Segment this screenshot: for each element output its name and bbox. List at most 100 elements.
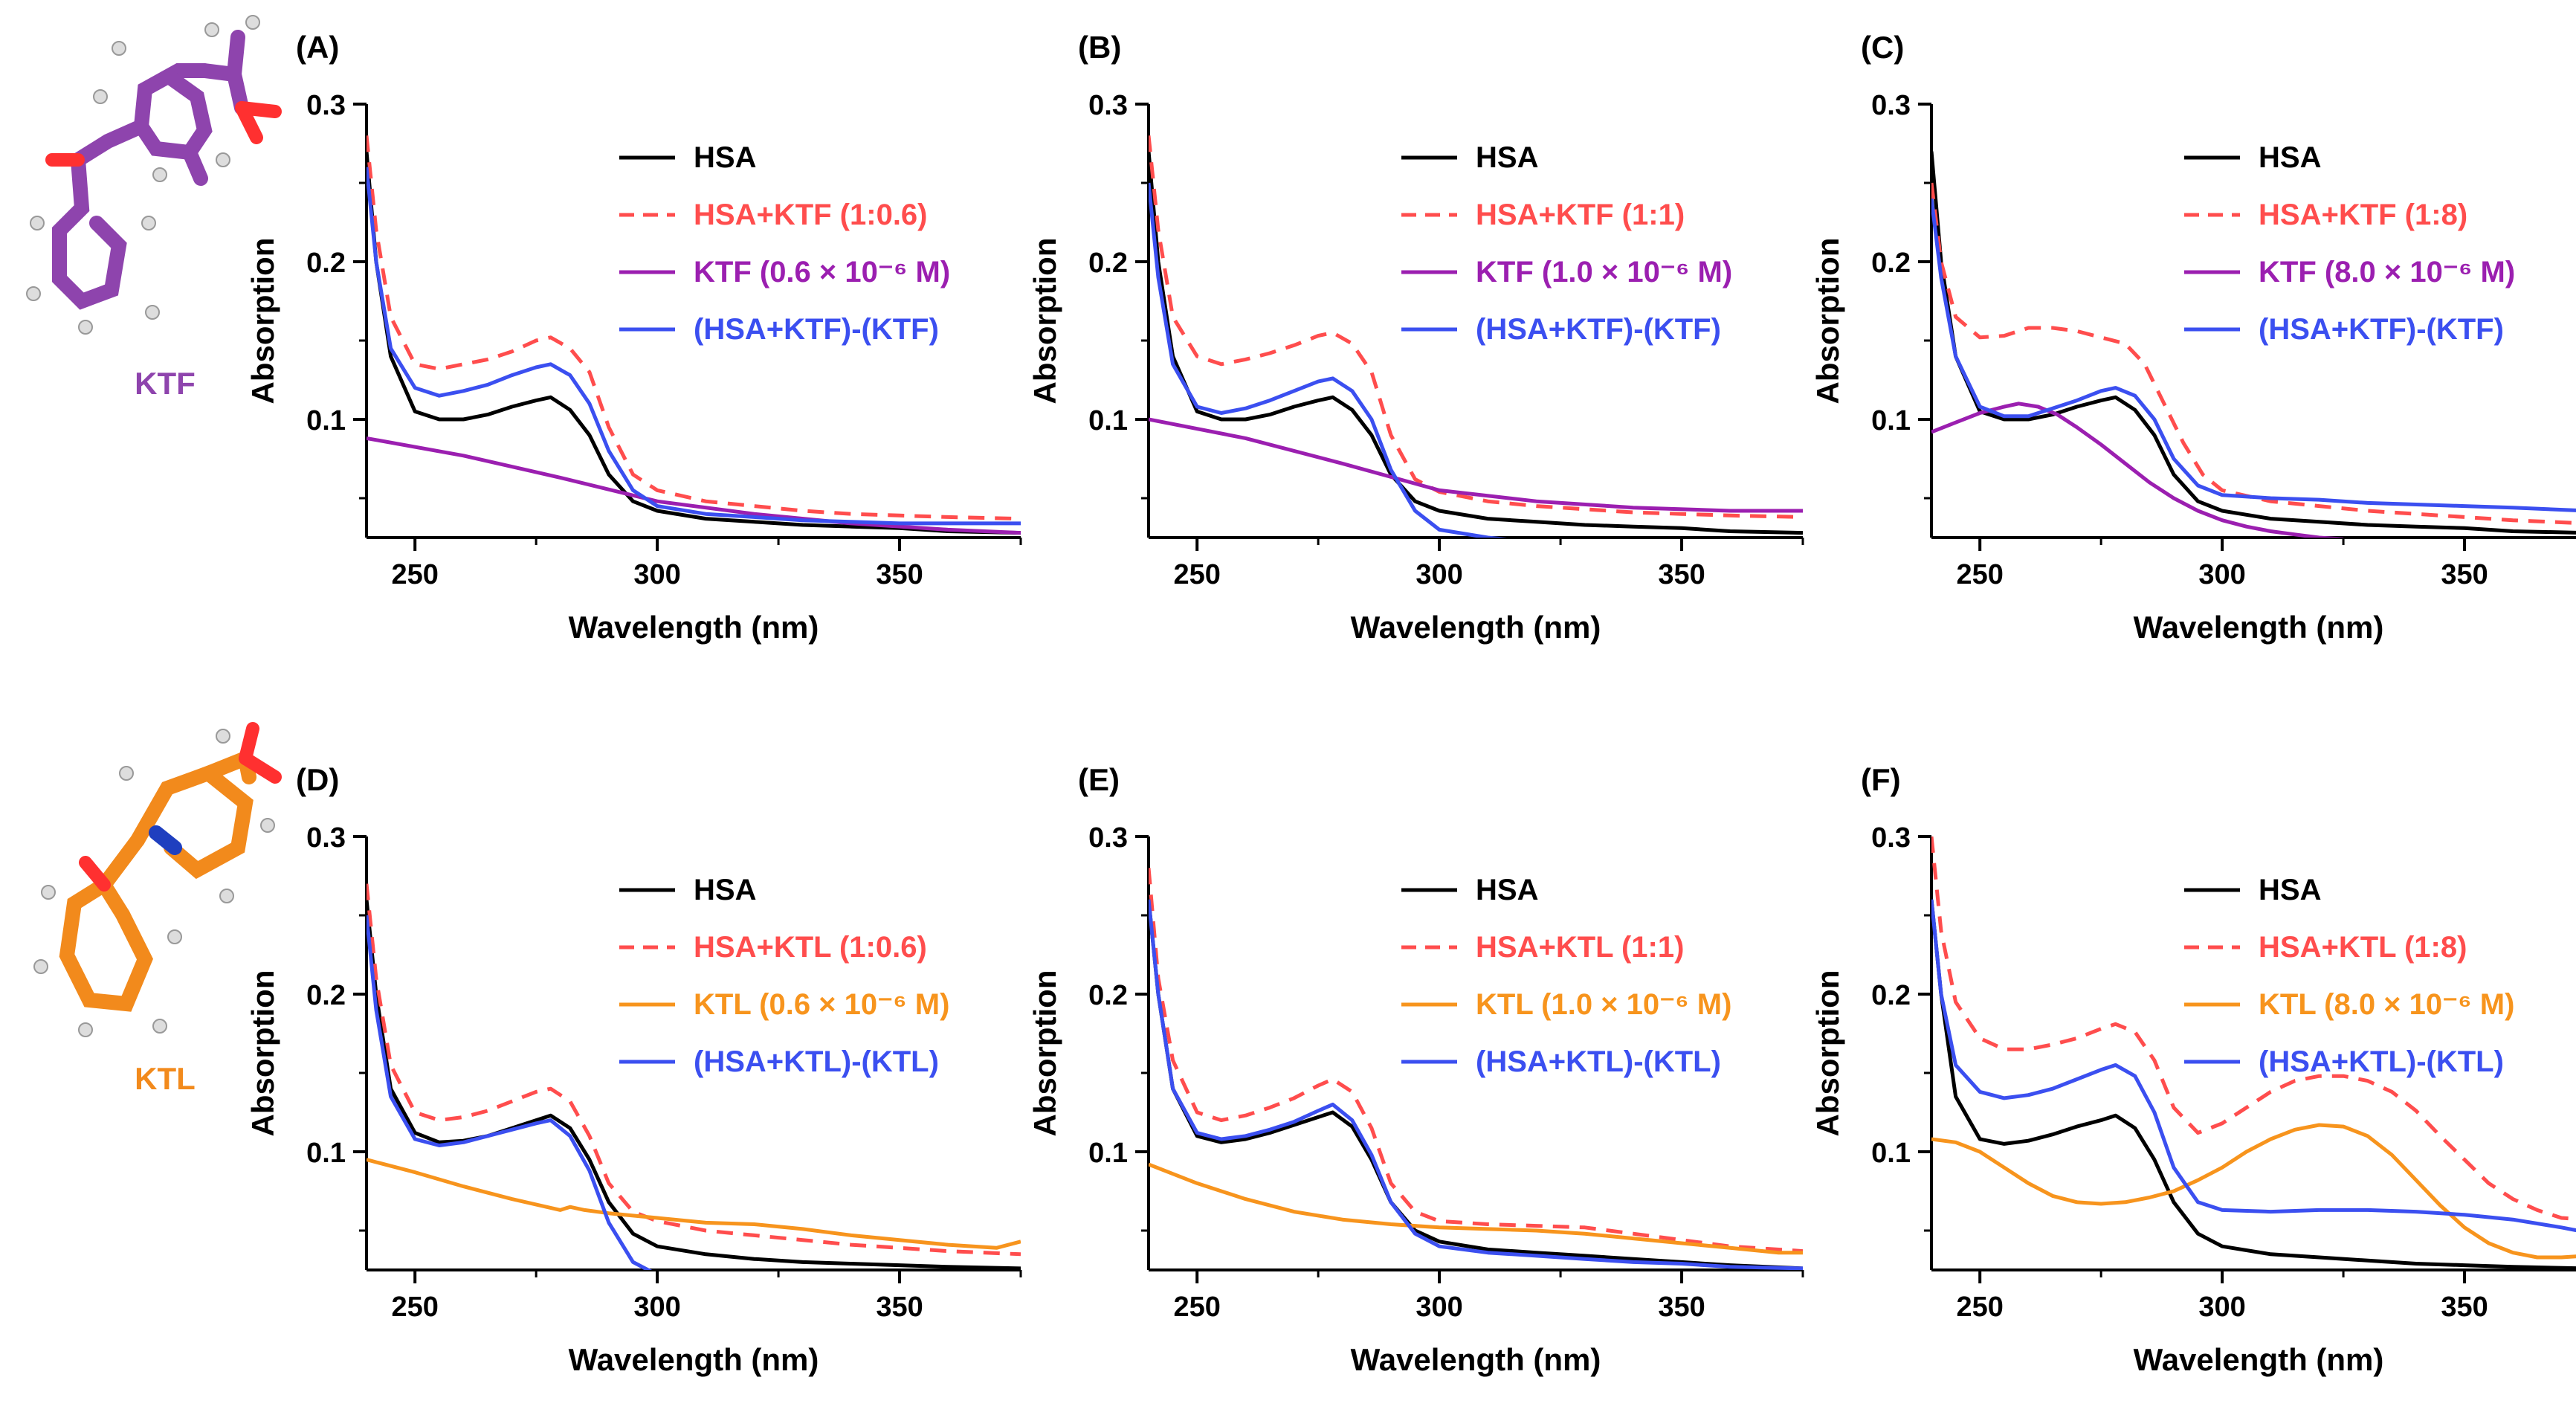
x-tick-label: 350 [1658,1292,1705,1323]
y-tick-label: 0.1 [306,405,346,436]
y-tick-label: 0.3 [1088,822,1128,854]
series-line-ktf [1931,402,2344,538]
legend-label-mix: HSA+KTF (1:8) [2259,199,2467,231]
series-line-mix [1931,836,2576,1221]
series-group [1149,135,1803,538]
x-axis-title: Wavelength (nm) [2134,1342,2384,1377]
y-tick-label: 0.2 [306,248,346,279]
series-group [1931,151,2576,538]
panel-label: (D) [296,762,339,797]
x-tick-label: 350 [1658,559,1705,590]
legend-label-mix: HSA+KTL (1:0.6) [694,931,927,964]
legend-label-mix: HSA+KTL (1:8) [2259,931,2467,964]
panel-label: (E) [1078,762,1120,797]
y-tick-label: 0.3 [1871,90,1911,121]
series-line-mix [1931,182,2576,525]
y-axis-title: Absorption [1027,970,1062,1137]
x-tick-label: 300 [633,559,680,590]
legend-label-ktf: KTF (8.0 × 10⁻⁶ M) [2259,256,2515,288]
series-group [1931,836,2576,1270]
x-tick-label: 250 [1956,1292,2003,1323]
series-line-hsa [1931,899,2576,1270]
legend-label-hsa: HSA [1476,874,1538,906]
x-tick-label: 300 [633,1292,680,1323]
x-axis-title: Wavelength (nm) [1351,610,1601,645]
x-tick-label: 300 [1415,1292,1462,1323]
y-tick-label: 0.3 [306,822,346,854]
ktf-molecule-icon [26,15,282,335]
y-axis-title: Absorption [245,238,280,404]
x-axis-title: Wavelength (nm) [569,1342,819,1377]
series-line-diff [1149,182,1507,538]
x-tick-label: 350 [2441,559,2488,590]
legend-label-diff: (HSA+KTF)-(KTF) [1476,313,1721,346]
series-line-hsa [1931,151,2576,535]
series-line-hsa [367,899,1021,1270]
x-tick-label: 250 [391,1292,438,1323]
legend-label-ktf: KTF (1.0 × 10⁻⁶ M) [1476,256,1732,288]
series-group [367,883,1021,1270]
legend-label-ktl: KTL (8.0 × 10⁻⁶ M) [2259,988,2514,1021]
panel-label: (A) [296,30,339,65]
x-tick-label: 250 [1173,559,1220,590]
chart-panel-e: (E) 0.1 0.2 0.3 250 300 350 Wavelength (nm) Abso… [1027,762,1804,1377]
x-axis-title: Wavelength (nm) [569,610,819,645]
x-axis-title: Wavelength (nm) [2134,610,2384,645]
series-line-mix [1149,868,1803,1254]
y-tick-label: 0.1 [306,1138,346,1169]
y-tick-label: 0.2 [1871,248,1911,279]
y-axis-title: Absorption [1810,238,1845,404]
chart-panel-f: (F) 0.1 0.2 0.3 250 300 350 Wavelength (nm) Abso… [1810,762,2576,1377]
legend-label-hsa: HSA [2259,874,2321,906]
y-tick-label: 0.1 [1088,1138,1128,1169]
legend-label-diff: (HSA+KTL)-(KTL) [694,1045,939,1078]
series-line-hsa [1149,151,1803,535]
series-line-mix [1149,135,1803,519]
legend-label-ktl: KTL (0.6 × 10⁻⁶ M) [694,988,949,1021]
y-axis-title: Absorption [1810,970,1845,1137]
legend-label-mix: HSA+KTF (1:1) [1476,199,1685,231]
x-axis-title: Wavelength (nm) [1351,1342,1601,1377]
ktl-molecule-icon [33,722,282,1037]
y-tick-label: 0.1 [1871,405,1911,436]
legend-label-diff: (HSA+KTF)-(KTF) [694,313,939,346]
series-group [1149,868,1803,1270]
series-line-ktf [367,436,1021,535]
x-tick-label: 300 [2198,1292,2245,1323]
x-tick-label: 300 [1415,559,1462,590]
series-line-diff [1931,899,2576,1233]
x-tick-label: 250 [1173,1292,1220,1323]
chart-panel-b: (B) 0.1 0.2 0.3 250 300 350 Wavelength (nm) Abso… [1027,30,1804,645]
y-tick-label: 0.1 [1088,405,1128,436]
legend-label-hsa: HSA [1476,141,1538,174]
series-line-diff [1931,198,2576,512]
panel-label: (B) [1078,30,1121,65]
series-line-mix [367,883,1021,1257]
series-line-diff [367,167,1021,526]
y-tick-label: 0.3 [306,90,346,121]
x-tick-label: 250 [1956,559,2003,590]
legend-label-diff: (HSA+KTL)-(KTL) [1476,1045,1721,1078]
ktf-molecule-label: KTF [135,366,196,401]
legend-label-mix: HSA+KTF (1:0.6) [694,199,928,231]
panel-label: (F) [1861,762,1901,797]
y-axis-title: Absorption [245,970,280,1137]
x-tick-label: 350 [876,559,923,590]
legend-label-ktl: KTL (1.0 × 10⁻⁶ M) [1476,988,1731,1021]
series-line-mix [367,135,1021,521]
y-tick-label: 0.2 [1871,980,1911,1011]
legend-label-hsa: HSA [2259,141,2321,174]
ktl-molecule-label: KTL [135,1061,196,1096]
x-tick-label: 350 [876,1292,923,1323]
series-line-ktf [1149,417,1803,513]
x-tick-label: 350 [2441,1292,2488,1323]
x-tick-label: 250 [391,559,438,590]
series-group [367,135,1021,535]
legend-label-diff: (HSA+KTL)-(KTL) [2259,1045,2504,1078]
legend-label-ktf: KTF (0.6 × 10⁻⁶ M) [694,256,950,288]
series-line-ktl [1931,1123,2576,1260]
series-line-ktl [367,1158,1021,1250]
y-tick-label: 0.2 [1088,980,1128,1011]
legend-label-diff: (HSA+KTF)-(KTF) [2259,313,2504,346]
